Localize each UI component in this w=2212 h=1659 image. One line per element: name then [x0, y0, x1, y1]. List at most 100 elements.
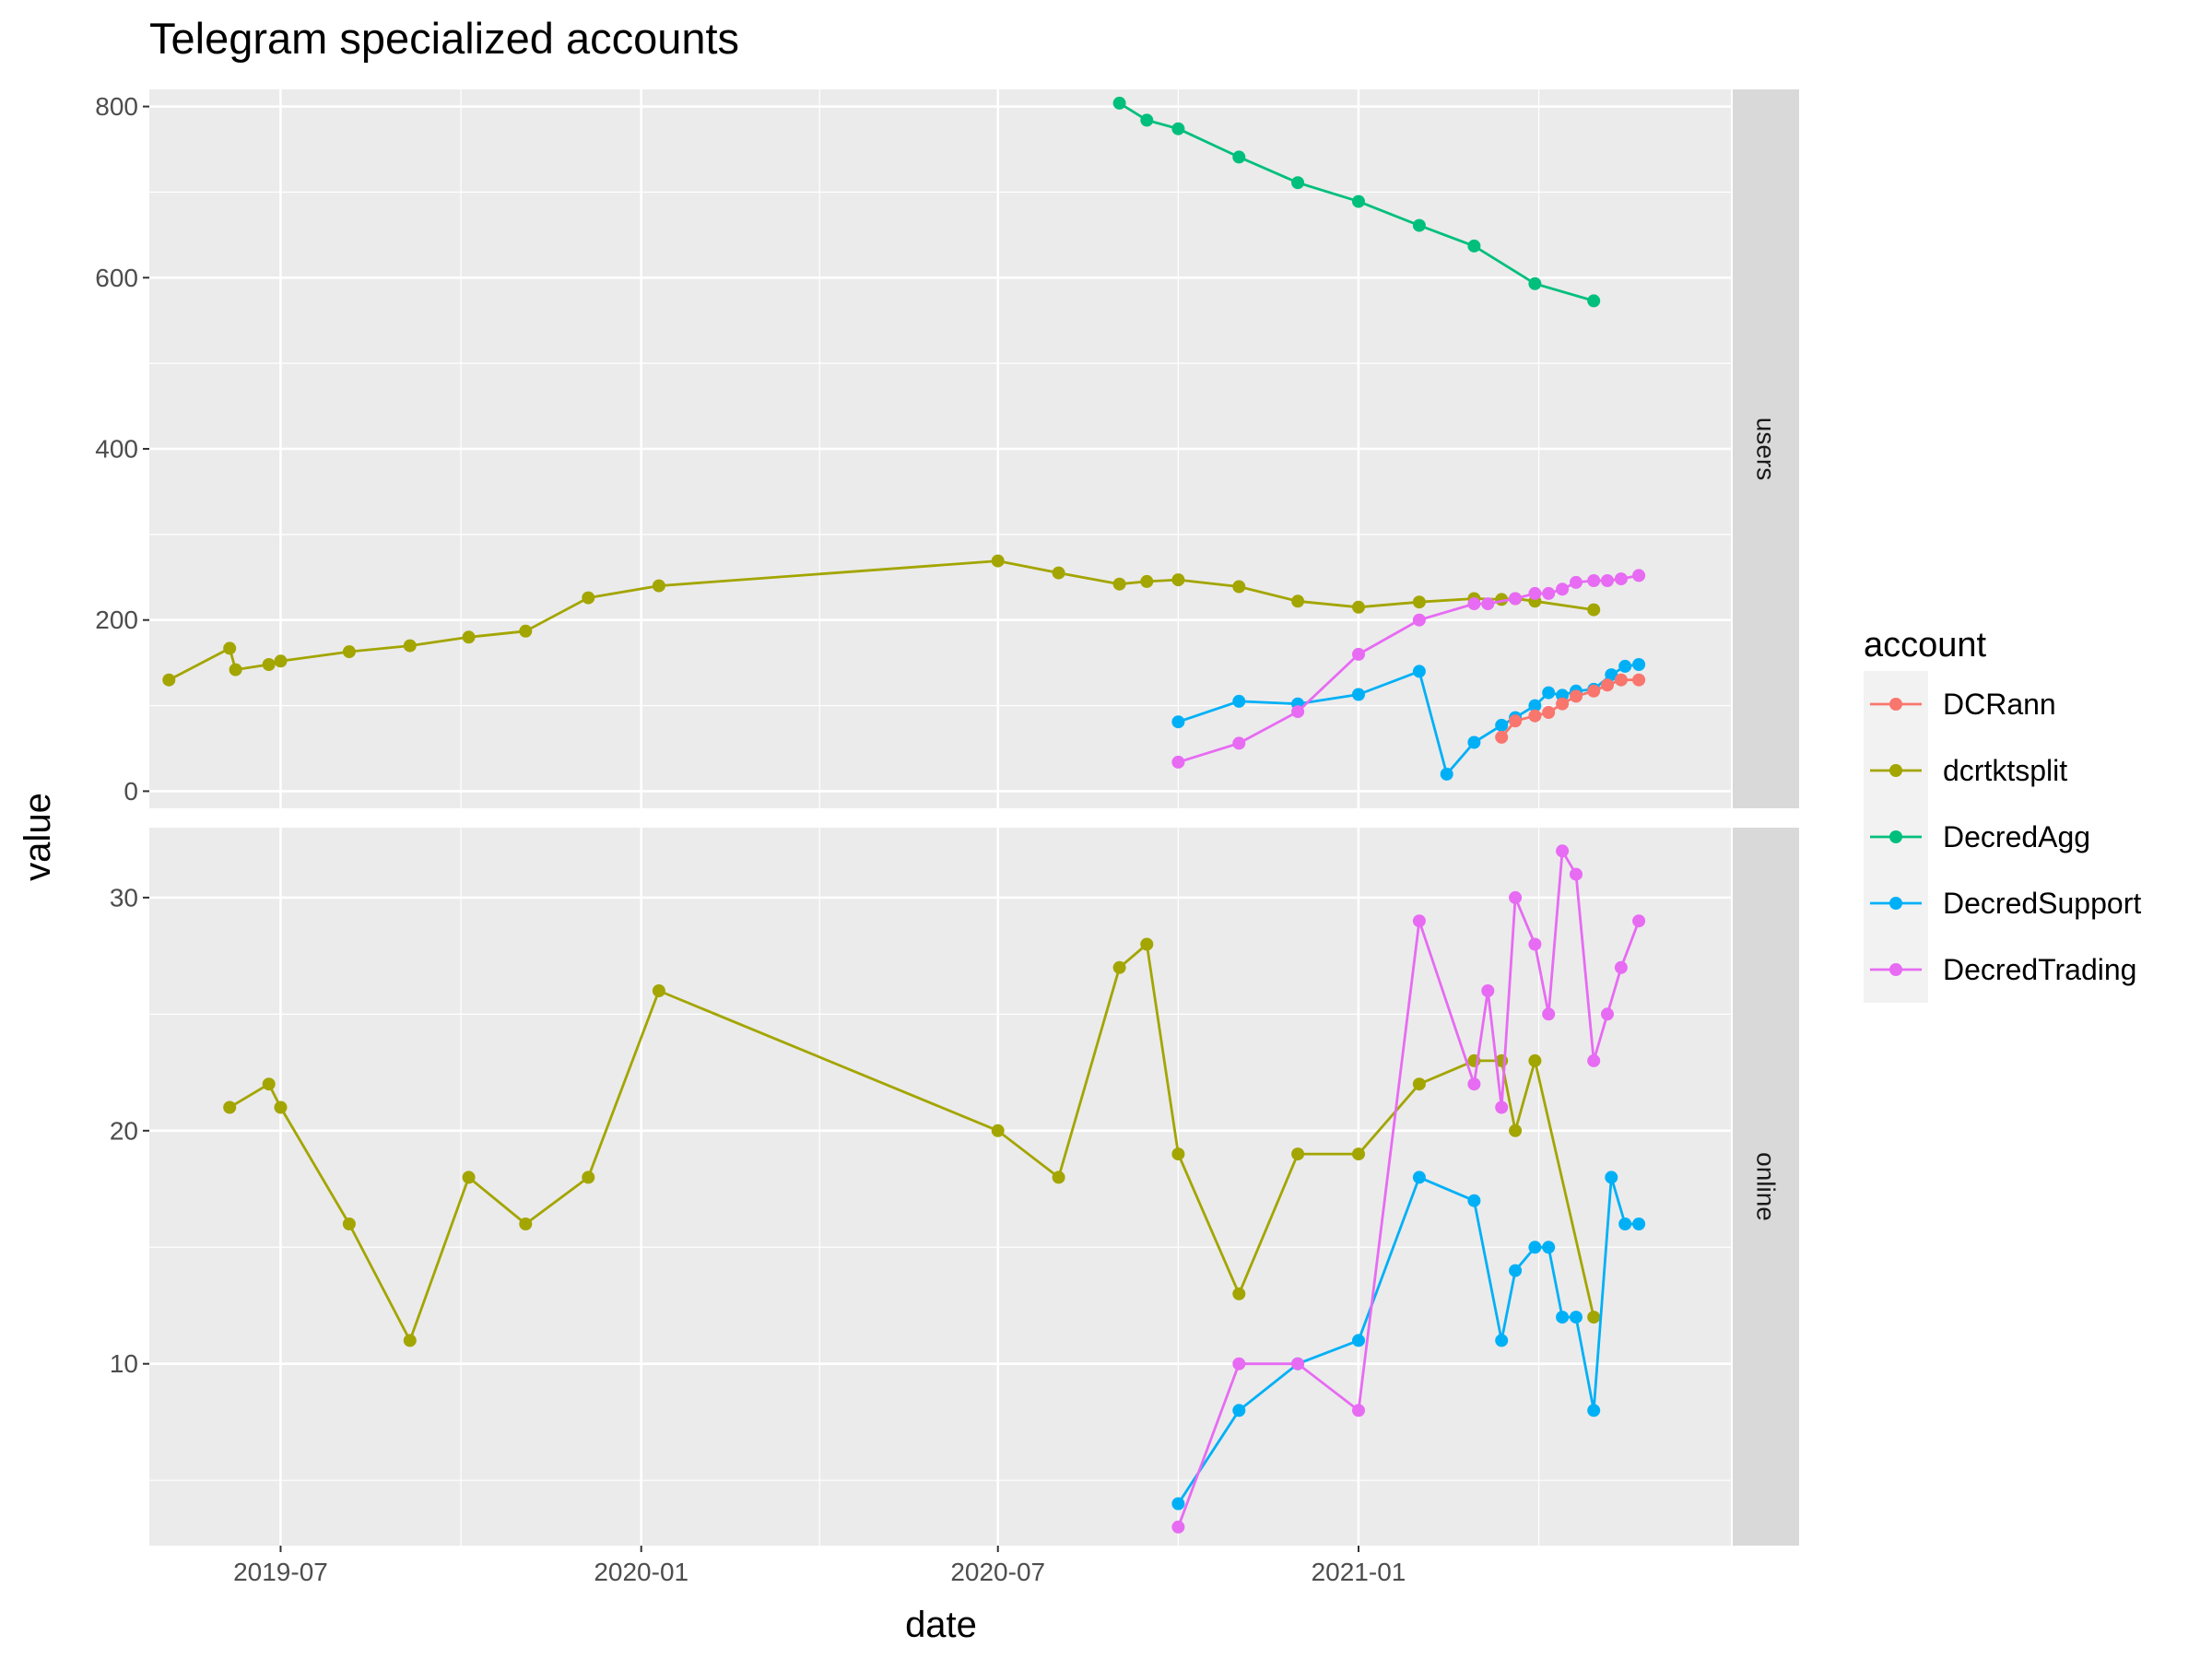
- data-point-DecredTrading: [1528, 937, 1542, 951]
- legend-key-point-DecredAgg: [1889, 830, 1902, 843]
- data-point-dcrtktsplit: [1112, 960, 1126, 974]
- data-point-DecredSupport: [1605, 1171, 1618, 1184]
- data-point-dcrtktsplit: [1171, 573, 1185, 587]
- data-point-dcrtktsplit: [462, 630, 476, 644]
- data-point-DecredTrading: [1171, 755, 1185, 769]
- data-point-DCRann: [1509, 714, 1523, 728]
- data-point-dcrtktsplit: [274, 654, 288, 668]
- data-point-DecredSupport: [1632, 1218, 1646, 1230]
- data-point-DecredSupport: [1570, 1311, 1583, 1324]
- series-line-DecredSupport-online: [1177, 1176, 1640, 1505]
- data-point-DecredAgg: [1587, 294, 1601, 308]
- series-line-DecredAgg-users: [1118, 101, 1594, 302]
- data-point-DecredSupport: [1495, 1334, 1509, 1347]
- data-point-DecredTrading: [1587, 1053, 1601, 1067]
- data-point-dcrtktsplit: [342, 645, 356, 659]
- data-point-DecredTrading: [1232, 1357, 1246, 1371]
- data-point-dcrtktsplit: [1291, 594, 1305, 608]
- series-layer: [162, 96, 1646, 1534]
- data-point-dcrtktsplit: [1171, 1147, 1185, 1161]
- data-point-DecredSupport: [1618, 659, 1632, 673]
- legend-key-point-DecredTrading: [1889, 963, 1902, 976]
- data-point-DecredSupport: [1467, 1194, 1481, 1207]
- legend-label-DCRann: DCRann: [1943, 688, 2056, 721]
- data-point-dcrtktsplit: [519, 624, 533, 638]
- data-point-dcrtktsplit: [274, 1100, 288, 1114]
- y-tick-label: 10: [110, 1349, 138, 1378]
- data-point-DecredTrading: [1614, 572, 1628, 586]
- strip-users-background: [1733, 89, 1799, 808]
- data-point-DecredTrading: [1542, 1007, 1556, 1021]
- data-point-dcrtktsplit: [1352, 600, 1365, 614]
- data-point-DecredTrading: [1412, 613, 1426, 627]
- data-point-dcrtktsplit: [991, 1124, 1005, 1137]
- data-point-dcrtktsplit: [262, 1077, 276, 1091]
- data-point-DecredTrading: [1352, 1404, 1365, 1418]
- data-point-DecredAgg: [1140, 113, 1154, 127]
- data-point-DecredAgg: [1467, 239, 1481, 253]
- data-point-DecredTrading: [1528, 586, 1542, 600]
- data-point-dcrtktsplit: [162, 673, 176, 687]
- data-point-DecredTrading: [1291, 1357, 1305, 1371]
- data-point-dcrtktsplit: [1412, 1077, 1426, 1091]
- data-point-DCRann: [1570, 689, 1583, 703]
- strip-label-users: users: [1752, 418, 1781, 480]
- data-point-DCRann: [1528, 709, 1542, 723]
- y-tick-label: 0: [124, 777, 138, 806]
- data-point-DecredSupport: [1542, 1241, 1556, 1254]
- data-point-DCRann: [1601, 678, 1614, 692]
- data-point-DecredTrading: [1570, 575, 1583, 589]
- legend-label-DecredTrading: DecredTrading: [1943, 953, 2136, 986]
- legend-key-point-DecredSupport: [1889, 897, 1902, 910]
- data-point-dcrtktsplit: [652, 984, 665, 997]
- data-point-DecredTrading: [1412, 914, 1426, 928]
- data-point-DCRann: [1556, 697, 1570, 711]
- data-point-DecredSupport: [1587, 1404, 1601, 1418]
- legend-key-point-dcrtktsplit: [1889, 764, 1902, 777]
- data-point-dcrtktsplit: [582, 1171, 595, 1184]
- y-tick-label: 600: [95, 264, 138, 292]
- data-point-dcrtktsplit: [229, 663, 242, 677]
- data-point-dcrtktsplit: [991, 554, 1005, 568]
- data-point-DecredTrading: [1467, 1077, 1481, 1091]
- data-point-dcrtktsplit: [1140, 937, 1154, 951]
- data-point-DecredTrading: [1542, 586, 1556, 600]
- data-point-DecredSupport: [1542, 686, 1556, 700]
- data-point-dcrtktsplit: [462, 1171, 476, 1184]
- data-point-DecredSupport: [1495, 718, 1509, 732]
- data-point-DecredAgg: [1352, 194, 1365, 208]
- data-point-dcrtktsplit: [652, 579, 665, 593]
- legend-label-DecredAgg: DecredAgg: [1943, 820, 2090, 853]
- data-point-DecredTrading: [1495, 1100, 1509, 1114]
- data-point-DecredTrading: [1632, 914, 1646, 928]
- strip-label-online: online: [1752, 1152, 1781, 1221]
- data-point-DecredSupport: [1412, 1171, 1426, 1184]
- data-point-dcrtktsplit: [1528, 1053, 1542, 1067]
- x-tick-label: 2020-07: [950, 1558, 1045, 1586]
- data-point-DCRann: [1542, 706, 1556, 719]
- data-point-dcrtktsplit: [519, 1218, 533, 1230]
- data-point-DecredAgg: [1528, 276, 1542, 290]
- y-tick-label: 20: [110, 1116, 138, 1145]
- y-tick-label: 400: [95, 435, 138, 464]
- data-point-dcrtktsplit: [262, 658, 276, 671]
- data-point-dcrtktsplit: [1112, 577, 1126, 591]
- legend-label-dcrtktsplit: dcrtktsplit: [1943, 754, 2067, 787]
- y-tick-label: 800: [95, 92, 138, 121]
- x-tick-label: 2019-07: [233, 1558, 328, 1586]
- data-point-dcrtktsplit: [223, 1100, 237, 1114]
- data-point-DecredTrading: [1509, 890, 1523, 904]
- data-point-dcrtktsplit: [223, 641, 237, 655]
- data-point-DecredTrading: [1481, 984, 1495, 997]
- data-point-dcrtktsplit: [403, 639, 417, 653]
- data-point-DecredTrading: [1352, 647, 1365, 661]
- x-axis-title: date: [905, 1605, 977, 1645]
- data-point-DecredSupport: [1556, 1311, 1570, 1324]
- data-point-DecredTrading: [1601, 1007, 1614, 1021]
- data-point-DecredTrading: [1632, 569, 1646, 582]
- data-point-DecredTrading: [1232, 736, 1246, 750]
- series-line-DCRann-users: [1500, 678, 1640, 738]
- data-point-dcrtktsplit: [1232, 1287, 1246, 1300]
- data-point-dcrtktsplit: [1232, 580, 1246, 594]
- data-point-DCRann: [1614, 673, 1628, 687]
